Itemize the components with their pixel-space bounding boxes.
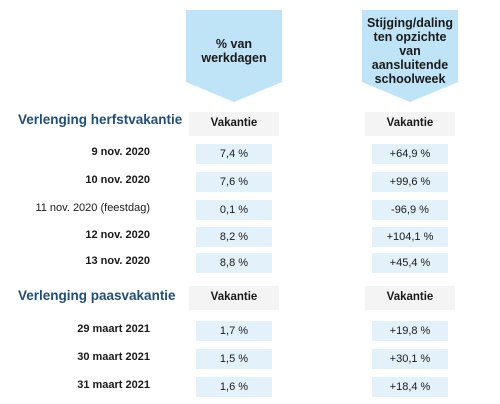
cell-change: +45,4 % bbox=[372, 253, 448, 273]
column-header-change: Stijging/daling ten opzichte van aanslui… bbox=[362, 10, 458, 102]
subheader-vakantie: Vakantie bbox=[386, 117, 434, 129]
cell-pct: 7,6 % bbox=[196, 172, 272, 192]
cell-pct: 1,6 % bbox=[196, 377, 272, 397]
subheader-vakantie: Vakantie bbox=[386, 291, 434, 303]
cell-pct: 8,2 % bbox=[196, 227, 272, 247]
cell-pct: 8,8 % bbox=[196, 253, 272, 273]
cell-pct: 1,5 % bbox=[196, 349, 272, 369]
row-label: 9 nov. 2020 bbox=[91, 146, 151, 158]
cell-pct: 0,1 % bbox=[196, 200, 272, 220]
section-title-herfst: Verlenging herfstvakantie bbox=[18, 112, 183, 127]
subheader-bg bbox=[365, 286, 455, 310]
row-label: 12 nov. 2020 bbox=[85, 229, 150, 241]
row-label: 31 maart 2021 bbox=[77, 379, 150, 391]
subheader-bg bbox=[189, 112, 279, 136]
cell-change: +104,1 % bbox=[372, 227, 448, 247]
cell-change: -96,9 % bbox=[372, 200, 448, 220]
header-arrow-shape bbox=[362, 10, 458, 102]
row-label: 10 nov. 2020 bbox=[85, 174, 150, 186]
cell-change: +18,4 % bbox=[372, 377, 448, 397]
cell-change: +99,6 % bbox=[372, 172, 448, 192]
row-label: 29 maart 2021 bbox=[77, 323, 150, 335]
column-header-text: Stijging/daling ten opzichte van aanslui… bbox=[366, 16, 454, 86]
column-header-pct-workdays: % van werkdagen bbox=[186, 10, 282, 102]
subheader-vakantie: Vakantie bbox=[210, 291, 258, 303]
cell-pct: 1,7 % bbox=[196, 321, 272, 341]
subheader-vakantie: Vakantie bbox=[210, 117, 258, 129]
column-header-text: % van werkdagen bbox=[201, 37, 267, 65]
row-label: 11 nov. 2020 (feestdag) bbox=[35, 202, 150, 214]
subheader-bg bbox=[189, 286, 279, 310]
row-label: 13 nov. 2020 bbox=[85, 255, 150, 267]
section-title-paas: Verlenging paasvakantie bbox=[18, 288, 176, 303]
subheader-bg bbox=[365, 112, 455, 136]
cell-pct: 7,4 % bbox=[196, 144, 272, 164]
header-arrow-shape bbox=[186, 10, 282, 102]
cell-change: +64,9 % bbox=[372, 144, 448, 164]
cell-change: +30,1 % bbox=[372, 349, 448, 369]
cell-change: +19,8 % bbox=[372, 321, 448, 341]
row-label: 30 maart 2021 bbox=[77, 351, 150, 363]
